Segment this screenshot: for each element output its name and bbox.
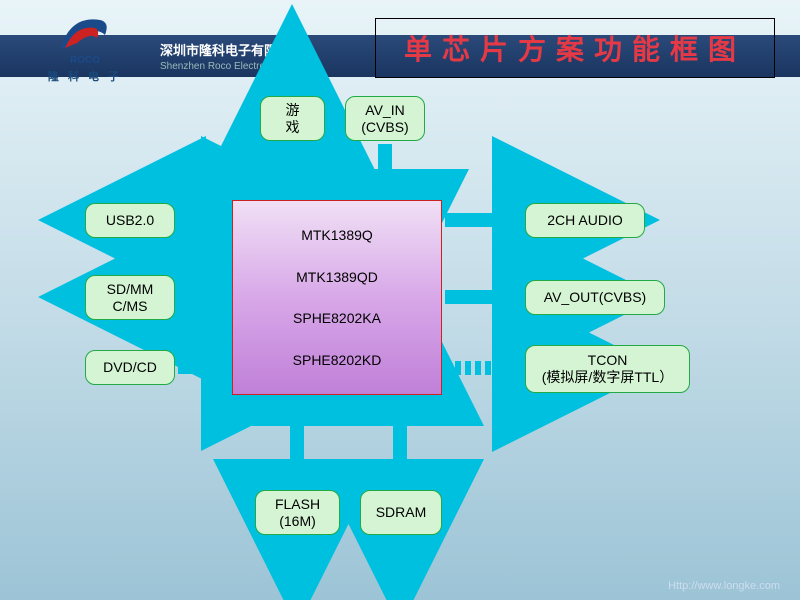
chip-line: SPHE8202KD	[293, 352, 382, 368]
block-sd: SD/MM C/MS	[85, 275, 175, 320]
block-usb: USB2.0	[85, 203, 175, 238]
company-en: Shenzhen Roco Electronic Co.,Ltd.	[160, 61, 316, 72]
chip-line: MTK1389QD	[296, 269, 378, 285]
page-title: 单芯片方案功能框图	[404, 28, 746, 68]
block-avout: AV_OUT(CVBS)	[525, 280, 665, 315]
logo-swoosh-icon	[55, 10, 115, 55]
block-audio: 2CH AUDIO	[525, 203, 645, 238]
footer-url: Http://www.longke.com	[668, 580, 780, 592]
block-sdram: SDRAM	[360, 490, 442, 535]
block-flash: FLASH (16M)	[255, 490, 340, 535]
company-block: 深圳市隆科电子有限公司 Shenzhen Roco Electronic Co.…	[160, 40, 316, 72]
title-box: 单芯片方案功能框图	[375, 18, 775, 78]
block-game: 游 戏	[260, 96, 325, 141]
logo: ROCO 隆 科 电 子	[15, 10, 155, 85]
block-tcon: TCON (模拟屏/数字屏TTL）	[525, 345, 690, 393]
center-chip: MTK1389Q MTK1389QD SPHE8202KA SPHE8202KD	[232, 200, 442, 395]
logo-brand: ROCO	[70, 55, 100, 66]
logo-cn: 隆 科 电 子	[48, 68, 122, 84]
chip-line: SPHE8202KA	[293, 310, 381, 326]
block-dvd: DVD/CD	[85, 350, 175, 385]
block-avin: AV_IN (CVBS)	[345, 96, 425, 141]
company-cn: 深圳市隆科电子有限公司	[160, 40, 316, 59]
chip-line: MTK1389Q	[301, 227, 373, 243]
